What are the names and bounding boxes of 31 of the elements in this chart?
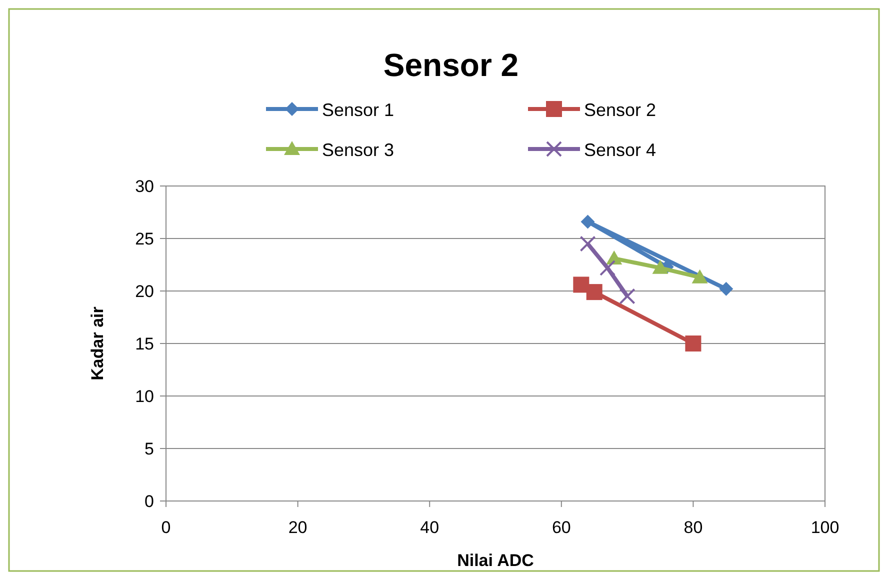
x-axis-title: Nilai ADC — [457, 551, 534, 570]
x-tick-label: 40 — [420, 518, 440, 537]
y-tick-label: 5 — [144, 440, 154, 458]
legend-label: Sensor 4 — [584, 140, 656, 160]
y-axis-title: Kadar air — [88, 306, 107, 380]
y-tick-label: 10 — [135, 387, 154, 406]
point — [580, 214, 595, 229]
legend-label: Sensor 2 — [584, 100, 656, 120]
x-tick-label: 80 — [684, 518, 703, 537]
point — [619, 288, 636, 304]
x-tick-label: 100 — [810, 518, 840, 537]
y-tick-label: 25 — [135, 230, 154, 248]
point — [719, 282, 734, 296]
point — [573, 276, 590, 293]
legend-label: Sensor 3 — [322, 140, 394, 160]
point — [606, 250, 622, 264]
point — [580, 236, 596, 252]
y-tick-label: 30 — [135, 177, 154, 196]
point — [600, 260, 616, 276]
point — [685, 336, 702, 352]
point — [652, 260, 668, 274]
x-tick-label: 20 — [288, 518, 308, 537]
point — [692, 269, 708, 284]
chart-title: Sensor 2 — [383, 47, 519, 83]
x-tick-label: 60 — [552, 518, 571, 537]
legend-label: Sensor 1 — [322, 100, 394, 120]
x-tick-label: 0 — [161, 518, 171, 537]
point — [586, 284, 602, 300]
y-tick-label: 15 — [135, 334, 154, 354]
y-tick-label: 20 — [135, 282, 154, 301]
y-tick-label: 0 — [144, 492, 154, 511]
